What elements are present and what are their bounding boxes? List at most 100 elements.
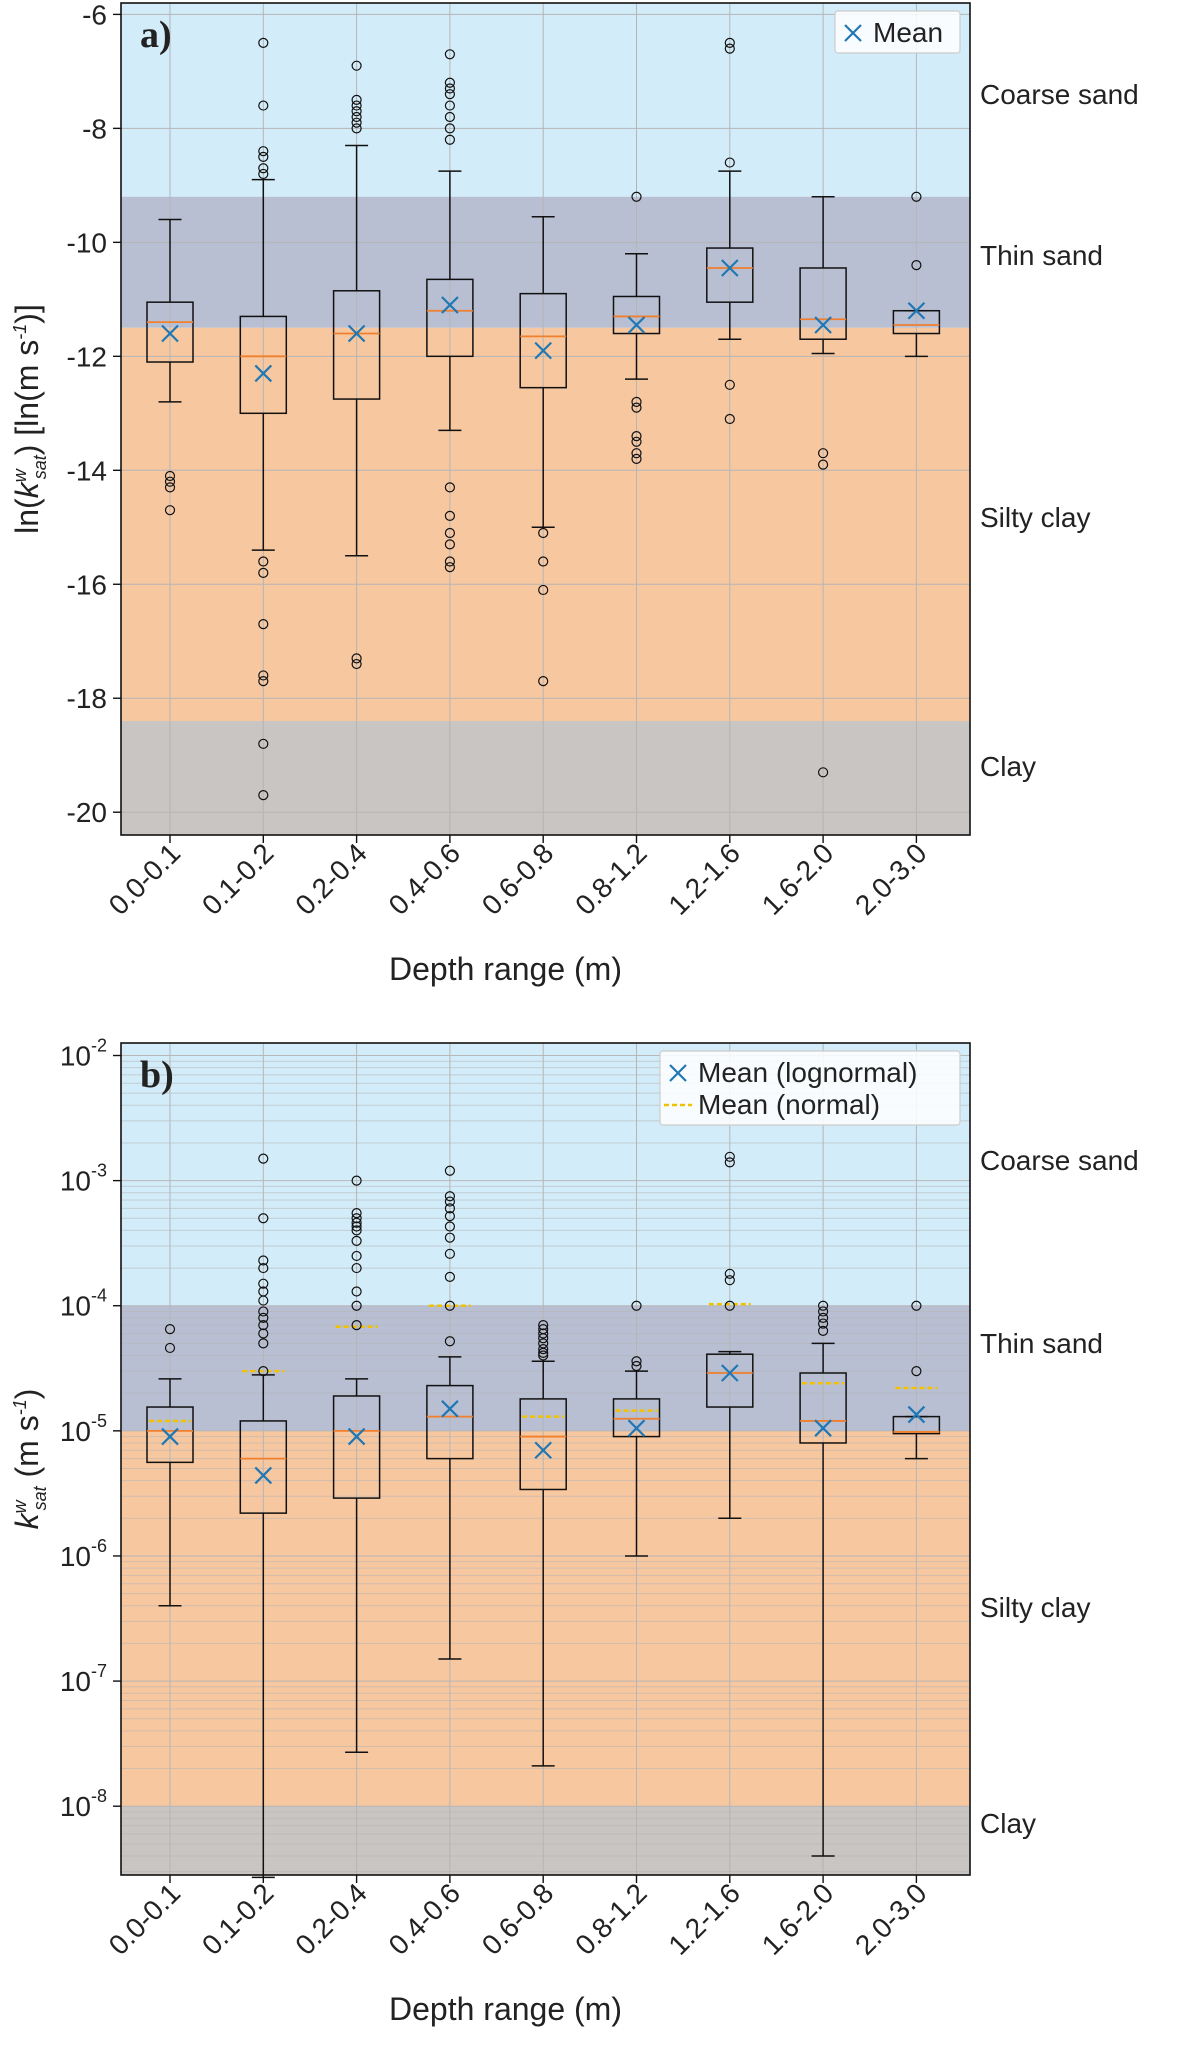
box-1.6-2.0 [799,196,847,778]
y-axis-label: kwsat (m s-1) [9,1389,50,1530]
outlier-point [911,260,922,271]
outlier-point [351,1175,362,1186]
box-0.0-0.1 [146,1324,194,1607]
plot-frame [120,1042,971,1876]
y-label-part: k [9,480,45,498]
band-label-clay: Clay [980,751,1036,782]
legend-mean-icon-stroke [844,24,862,42]
outlier-point [724,1268,735,1279]
band-coarse-sand [121,3,970,197]
mean-marker [721,1364,739,1382]
outlier-point [444,556,455,567]
outlier-point [631,402,642,413]
outlier-point [631,396,642,408]
outlier-point [444,77,455,88]
outlier-point [444,1271,455,1283]
x-tick-label: 1.6-2.0 [756,837,840,921]
band-label-clay: Clay [980,1808,1036,1839]
tick-exponent: -5 [91,1411,107,1431]
mean-marker-stroke [441,1400,459,1418]
x-tick-label: 0.6-0.8 [476,1877,560,1961]
iqr-box [519,292,567,389]
outlier-point [724,413,735,425]
outlier-point [724,157,735,168]
legend-label: Mean (lognormal) [698,1057,917,1088]
box-1.2-1.6 [706,37,754,425]
y-tick-label: 10-4 [60,1286,107,1322]
box-0.6-0.8 [519,215,567,687]
outlier-point [444,539,455,550]
tick-exponent: -7 [91,1661,107,1681]
outlier-point [444,1232,455,1243]
band-label-coarse-sand: Coarse sand [980,1145,1139,1176]
box-2.0-3.0 [892,1300,941,1460]
y-label-part: -1 [10,1399,30,1415]
outlier-point [538,1324,549,1335]
mean-marker [254,364,273,383]
outlier-point [631,436,642,447]
outlier-point [444,1221,455,1232]
outlier-point [817,1318,829,1329]
y-tick-label: 10-2 [60,1036,107,1072]
outlier-point [258,1286,269,1297]
outlier-point [631,191,642,202]
box-2.0-3.0 [892,191,941,358]
outlier-point [351,1213,362,1224]
outlier-point [258,556,269,567]
outlier-point [351,60,362,71]
mean-marker-stroke [161,1427,179,1446]
outlier-point [724,43,735,54]
tick-exponent: -6 [91,1536,107,1556]
x-tick-label: 0.1-0.2 [196,1877,280,1961]
outlier-point [164,1342,176,1354]
legend-mean-icon-stroke [669,1064,687,1082]
outlier-point [351,123,362,134]
iqr-box [706,247,754,303]
y-axis-label: ln(kwsat) [ln(m s-1)] [9,304,50,534]
outlier-point [351,1262,362,1274]
box-0.6-0.8 [519,1320,567,1767]
panel-b: 10-810-710-610-510-410-310-20.0-0.1 0.1-0… [9,1036,1139,2027]
box-0.4-0.6 [426,49,474,573]
iqr-box [146,1406,194,1464]
outlier-point [351,1208,362,1219]
mean-marker [161,324,179,343]
legend-frame [834,10,961,54]
outlier-point [444,1248,455,1259]
box-0.8-1.2 [612,191,661,464]
mean-marker [907,1405,926,1424]
x-tick-label: 0.2-0.4 [289,1877,373,1961]
mean-marker-stroke [254,364,273,383]
band-thin-sand [121,196,970,328]
mean-marker-stroke [627,1419,646,1437]
iqr-box [239,1420,288,1514]
iqr-box [519,1398,567,1491]
tick-exponent: -8 [91,1786,107,1806]
outlier-point [817,767,829,778]
outlier-point [817,1300,829,1311]
mean-marker [441,1400,459,1418]
x-tick-label: 0.0-0.1 [103,837,187,921]
y-tick-label: 10-7 [60,1661,107,1697]
outlier-point [444,1196,455,1207]
x-tick-label: 0.6-0.8 [476,837,560,921]
outlier-point [258,146,269,157]
iqr-box [332,1395,381,1499]
outlier-point [444,1300,455,1311]
outlier-point [164,1324,176,1335]
iqr-box [706,1353,754,1408]
x-tick-label: 0.4-0.6 [383,837,467,921]
x-tick-label: 1.6-2.0 [756,1877,840,1961]
outlier-point [444,134,455,145]
outlier-point [817,448,829,459]
outlier-point [538,584,549,596]
outlier-point [538,527,549,539]
outlier-point [351,100,362,111]
y-tick-label: -18 [67,683,107,714]
mean-marker [347,1427,366,1446]
outlier-point [631,453,642,464]
mean-marker [347,324,366,343]
tick-base: 10 [60,1166,91,1197]
iqr-box [799,1372,847,1444]
